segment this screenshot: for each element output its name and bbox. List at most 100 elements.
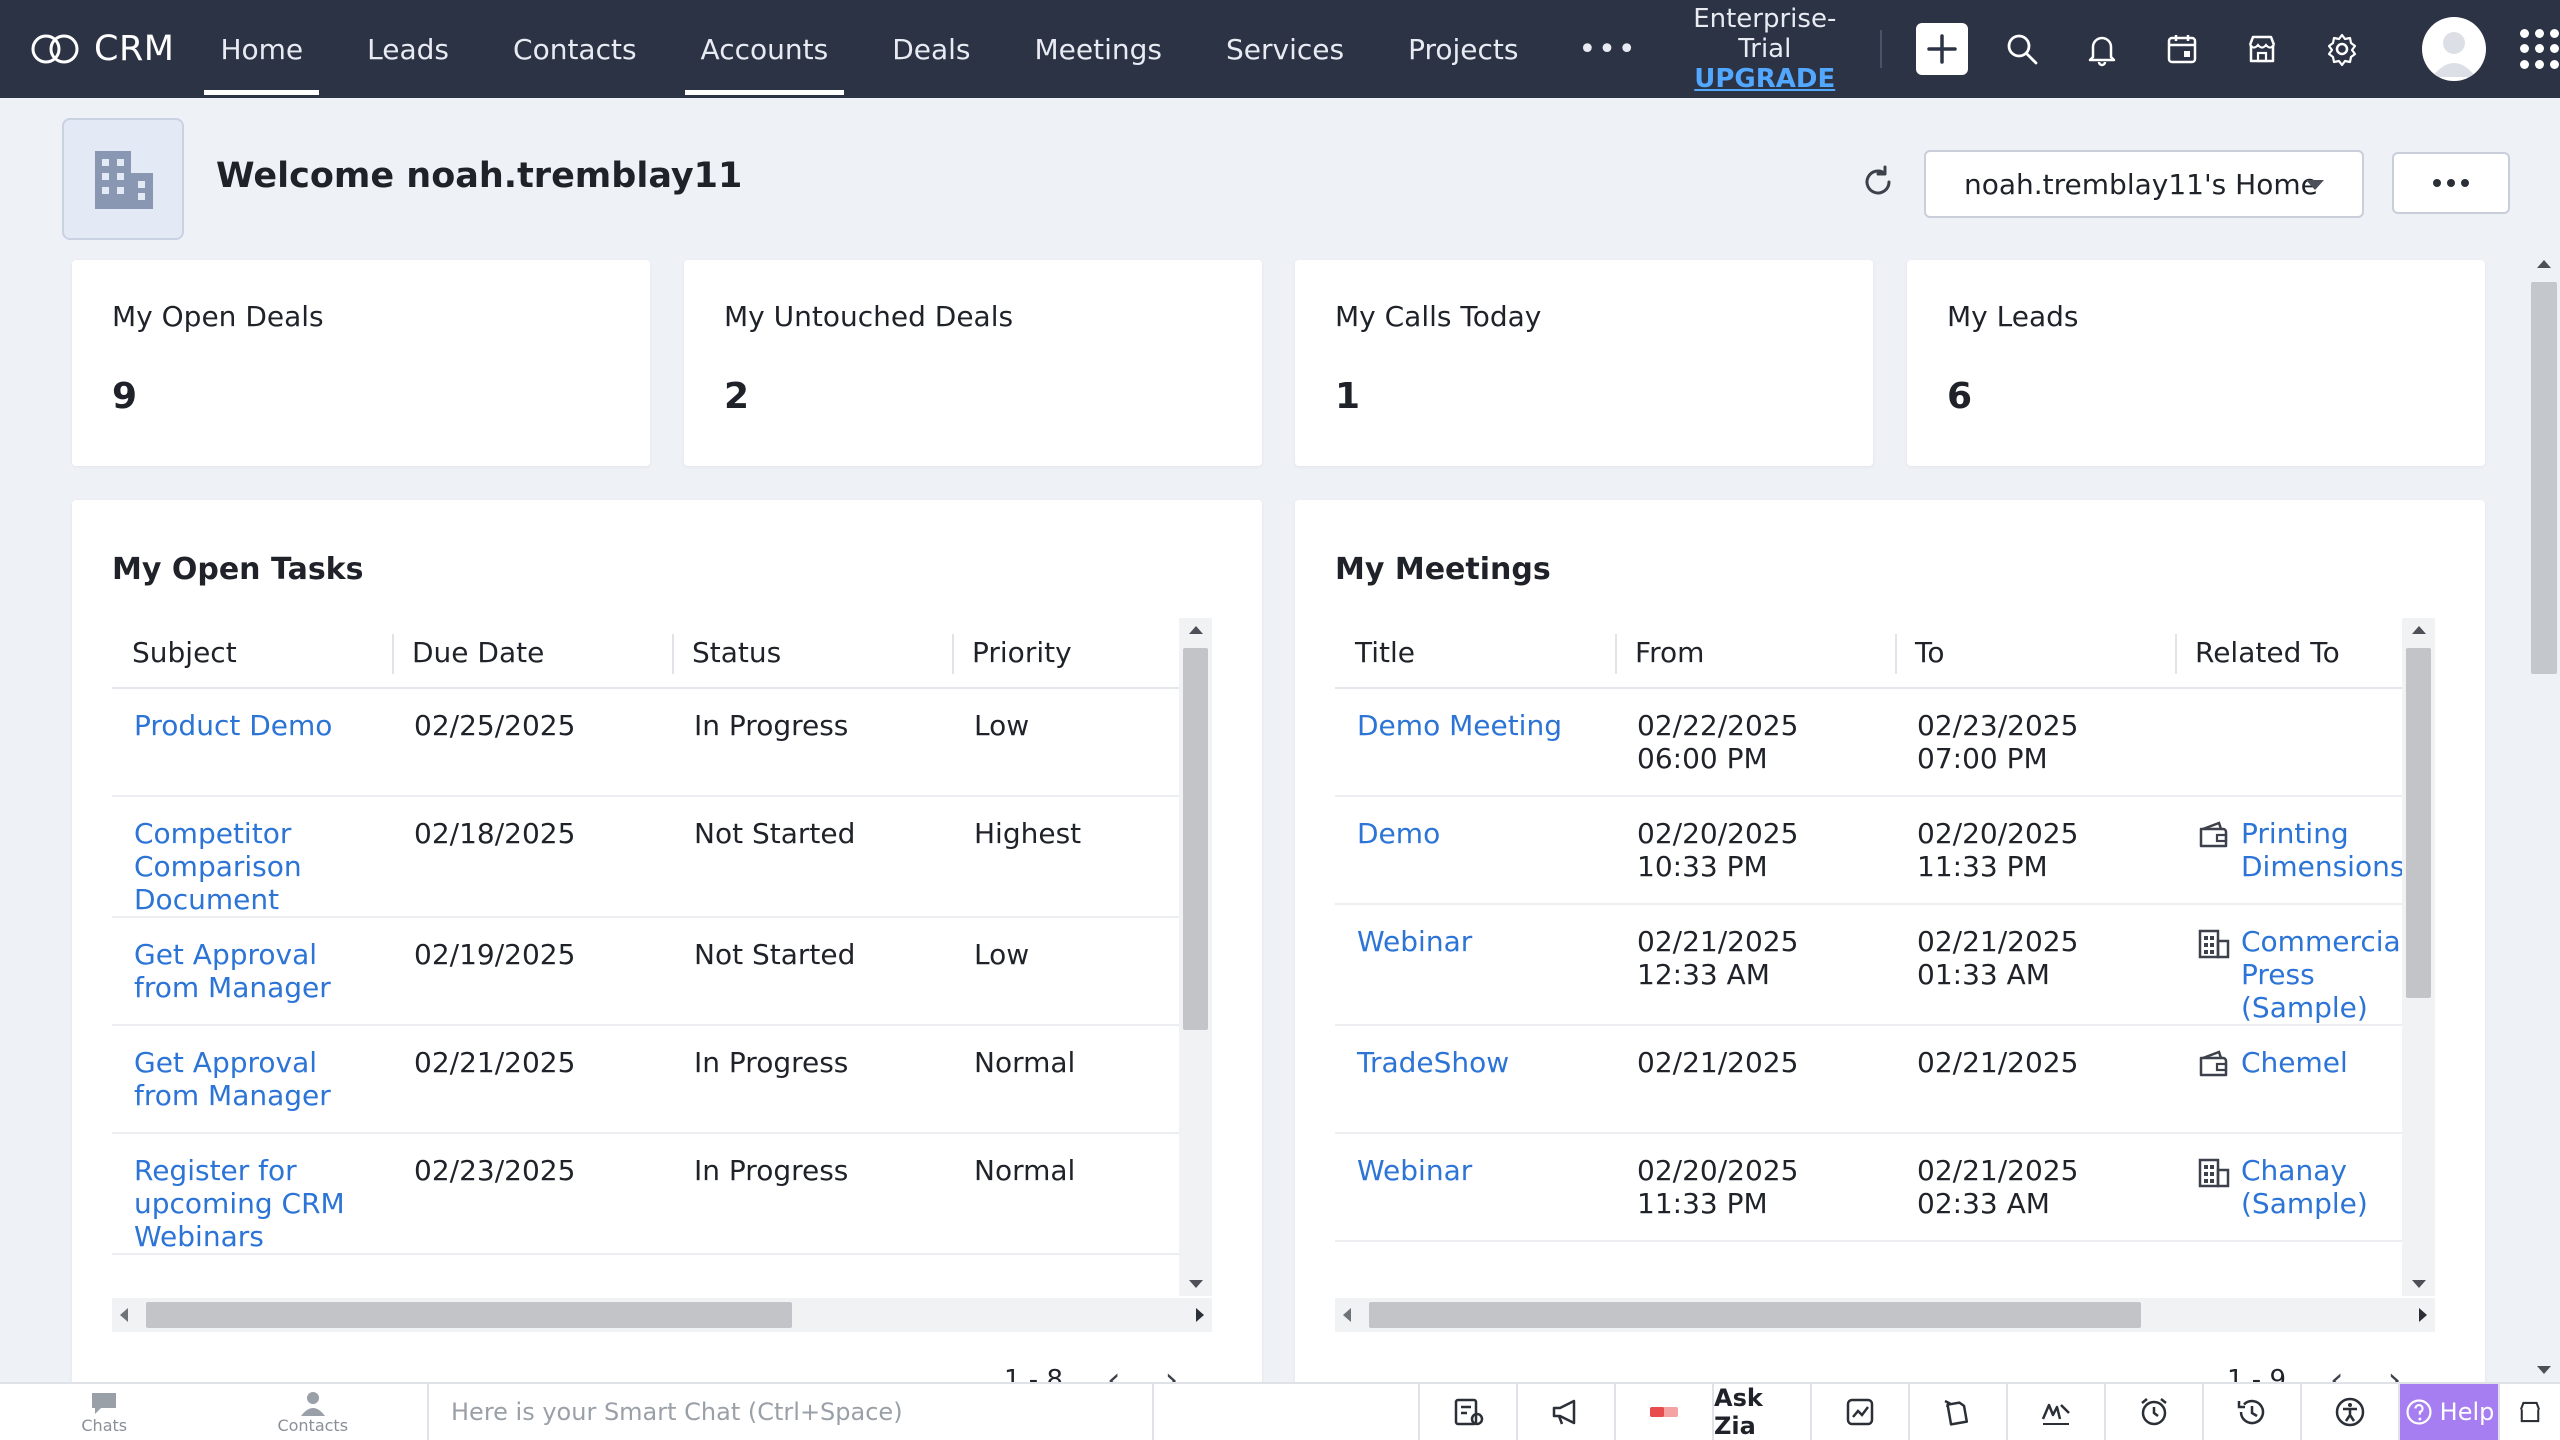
sync-button[interactable] [1908, 1384, 2006, 1440]
scroll-up-icon[interactable] [2412, 626, 2426, 634]
kpi-card-untouched-deals[interactable]: My Untouched Deals 2 [684, 260, 1262, 466]
store-button[interactable] [2498, 1384, 2560, 1440]
kpi-card-open-deals[interactable]: My Open Deals 9 [72, 260, 650, 466]
table-row[interactable]: Webinar 02/21/2025 12:33 AM 02/21/2025 01:… [1335, 904, 2408, 1026]
insights-button[interactable] [1810, 1384, 1908, 1440]
column-header[interactable]: Related To [2175, 618, 2402, 689]
tab-deals[interactable]: Deals [892, 32, 971, 66]
task-subject-link[interactable]: Get Approval from Manager [112, 1025, 392, 1134]
table-row[interactable]: Demo Meeting 02/22/2025 06:00 PM 02/23/202… [1335, 688, 2402, 797]
related-to-link[interactable]: Chemel [2241, 1046, 2348, 1079]
accessibility-button[interactable] [2300, 1384, 2398, 1440]
scroll-up-icon[interactable] [1189, 626, 1203, 634]
history-button[interactable] [2202, 1384, 2300, 1440]
tab-meetings[interactable]: Meetings [1034, 32, 1162, 66]
kpi-label: My Open Deals [112, 300, 324, 333]
upgrade-link[interactable]: UPGRADE [1694, 64, 1836, 94]
kpi-value: 2 [724, 376, 750, 417]
related-to-link[interactable]: Commercial Press (Sample) [2241, 925, 2409, 1024]
table-row[interactable]: Product Demo 02/25/2025 In Progress Low [112, 688, 1179, 797]
alarm-clock-icon [2141, 1398, 2167, 1426]
more-tabs-button[interactable]: ••• [1578, 31, 1638, 67]
scroll-down-icon[interactable] [2537, 1366, 2551, 1374]
scroll-down-icon[interactable] [2412, 1280, 2426, 1288]
brand-logo[interactable]: CRM [30, 29, 174, 69]
column-header[interactable]: To [1895, 618, 2175, 689]
announcements-button[interactable] [1516, 1384, 1614, 1440]
column-header[interactable]: Due Date [392, 618, 672, 689]
create-new-button[interactable] [1916, 23, 1968, 75]
crm-logo-icon [31, 34, 79, 64]
table-row[interactable]: Register for upcoming CRM Webinars 02/23/… [112, 1133, 1179, 1255]
refresh-icon[interactable] [1858, 162, 1898, 202]
vertical-scrollbar[interactable] [1179, 618, 1212, 1296]
table-row[interactable]: Webinar 02/20/2025 11:33 PM 02/21/2025 02:… [1335, 1133, 2402, 1242]
table-row[interactable]: Competitor Comparison Document 02/18/2025… [112, 796, 1179, 918]
chats-label: Chats [81, 1415, 128, 1435]
search-button[interactable] [1982, 19, 2062, 79]
horizontal-scrollbar[interactable] [112, 1298, 1212, 1332]
task-subject-link[interactable]: Get Approval from Manager [112, 917, 392, 1026]
ask-zia-button[interactable]: Ask Zia [1712, 1384, 1810, 1440]
tab-leads[interactable]: Leads [367, 32, 450, 66]
notifications-button[interactable] [2062, 19, 2142, 79]
meeting-title-link[interactable]: Webinar [1335, 904, 1615, 1026]
column-header[interactable]: Priority [952, 618, 1179, 689]
column-header[interactable]: From [1615, 618, 1895, 689]
vertical-scrollbar[interactable] [2402, 618, 2435, 1296]
table-row[interactable]: Get Approval from Manager 02/21/2025 In Pr… [112, 1025, 1179, 1134]
scroll-right-icon[interactable] [2419, 1308, 2427, 1322]
scroll-thumb[interactable] [1369, 1302, 2141, 1328]
scroll-thumb[interactable] [2406, 648, 2431, 998]
scroll-thumb[interactable] [2531, 282, 2557, 674]
calendar-button[interactable] [2142, 19, 2222, 79]
scroll-down-icon[interactable] [1189, 1280, 1203, 1288]
avatar[interactable] [2422, 17, 2486, 81]
table-row[interactable]: Get Approval from Manager 02/19/2025 Not S… [112, 917, 1179, 1026]
tab-home[interactable]: Home [188, 0, 335, 98]
related-to-link[interactable]: Chanay (Sample) [2241, 1154, 2368, 1220]
scroll-thumb[interactable] [1183, 648, 1208, 1030]
smart-chat-input[interactable]: Here is your Smart Chat (Ctrl+Space) [427, 1384, 1154, 1440]
chats-button[interactable]: Chats [0, 1384, 209, 1440]
more-options-button[interactable] [2392, 152, 2510, 214]
table-cell: 02/20/2025 11:33 PM [1615, 1133, 1895, 1242]
table-row[interactable]: TradeShow 02/21/2025 02/21/2025 Chemel [1335, 1025, 2402, 1134]
meeting-title-link[interactable]: Demo Meeting [1335, 688, 1615, 797]
tab-services[interactable]: Services [1225, 32, 1345, 66]
scroll-left-icon[interactable] [120, 1308, 128, 1322]
tab-contacts[interactable]: Contacts [513, 32, 637, 66]
signature-button[interactable] [2006, 1384, 2104, 1440]
related-to-link[interactable]: Printing Dimensions [2241, 817, 2405, 883]
tab-accounts[interactable]: Accounts [669, 0, 861, 98]
task-subject-link[interactable]: Competitor Comparison Document [112, 796, 392, 918]
kpi-value: 6 [1947, 376, 1973, 417]
scroll-thumb[interactable] [146, 1302, 792, 1328]
tab-projects[interactable]: Projects [1408, 32, 1519, 66]
column-header[interactable]: Title [1335, 618, 1615, 689]
notes-button[interactable] [1418, 1384, 1516, 1440]
task-subject-link[interactable]: Register for upcoming CRM Webinars [112, 1133, 392, 1255]
table-row[interactable]: Demo 02/20/2025 10:33 PM 02/20/2025 11:33 … [1335, 796, 2405, 905]
settings-button[interactable] [2302, 19, 2382, 79]
meeting-title-link[interactable]: TradeShow [1335, 1025, 1615, 1134]
scroll-up-icon[interactable] [2537, 260, 2551, 268]
scroll-left-icon[interactable] [1343, 1308, 1351, 1322]
page-scrollbar[interactable] [2528, 252, 2560, 1382]
meeting-title-link[interactable]: Webinar [1335, 1133, 1615, 1242]
reminders-button[interactable] [2104, 1384, 2202, 1440]
marketplace-button[interactable] [2222, 19, 2302, 79]
kpi-card-leads[interactable]: My Leads 6 [1907, 260, 2485, 466]
home-view-select[interactable]: noah.tremblay11's Home [1924, 150, 2364, 218]
meeting-title-link[interactable]: Demo [1335, 796, 1615, 905]
horizontal-scrollbar[interactable] [1335, 1298, 2435, 1332]
help-button[interactable]: Help [2398, 1384, 2498, 1440]
apps-grid-icon[interactable] [2520, 29, 2560, 69]
contacts-button[interactable]: Contacts [209, 1384, 418, 1440]
column-header[interactable]: Subject [112, 618, 392, 689]
kpi-card-calls-today[interactable]: My Calls Today 1 [1295, 260, 1873, 466]
scroll-right-icon[interactable] [1196, 1308, 1204, 1322]
recorder-button[interactable] [1614, 1384, 1712, 1440]
column-header[interactable]: Status [672, 618, 952, 689]
task-subject-link[interactable]: Product Demo [112, 688, 392, 797]
